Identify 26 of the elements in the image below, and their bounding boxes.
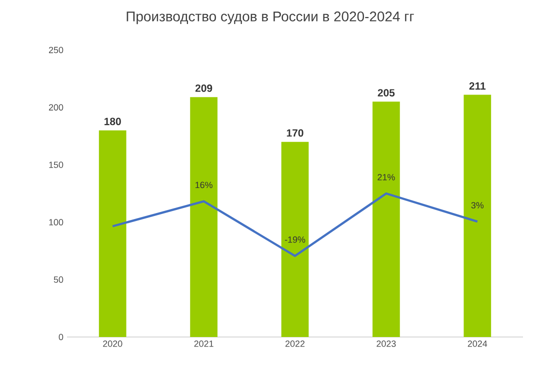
x-tick-label: 2022 xyxy=(285,340,305,347)
x-tick-label: 2023 xyxy=(376,340,396,347)
bar xyxy=(98,130,126,337)
data-label: 205 xyxy=(378,89,395,96)
bar xyxy=(372,102,400,337)
data-label: 211 xyxy=(469,82,486,90)
data-label: 16% xyxy=(196,182,212,188)
x-tick-label: 2024 xyxy=(468,340,488,347)
bar xyxy=(190,97,218,337)
x-tick-label: 2021 xyxy=(194,340,214,347)
data-label: 209 xyxy=(195,84,212,92)
chart-title: Производство судов в России в 2020-2024 гг xyxy=(126,12,414,24)
y-tick-label: 200 xyxy=(48,104,64,111)
bar xyxy=(281,142,309,337)
data-label: 170 xyxy=(286,129,304,137)
y-tick-label: 50 xyxy=(54,276,64,283)
x-tick-label: 2020 xyxy=(103,340,122,347)
data-label: 3% xyxy=(471,202,484,208)
data-label: -19% xyxy=(284,236,306,243)
y-tick-label: 100 xyxy=(49,219,64,226)
y-tick-label: 150 xyxy=(49,162,64,168)
bar xyxy=(464,94,492,337)
y-tick-label: 0 xyxy=(58,334,64,340)
y-tick-label: 250 xyxy=(48,46,64,54)
data-label: 180 xyxy=(104,118,121,126)
data-label: 21% xyxy=(378,174,395,180)
